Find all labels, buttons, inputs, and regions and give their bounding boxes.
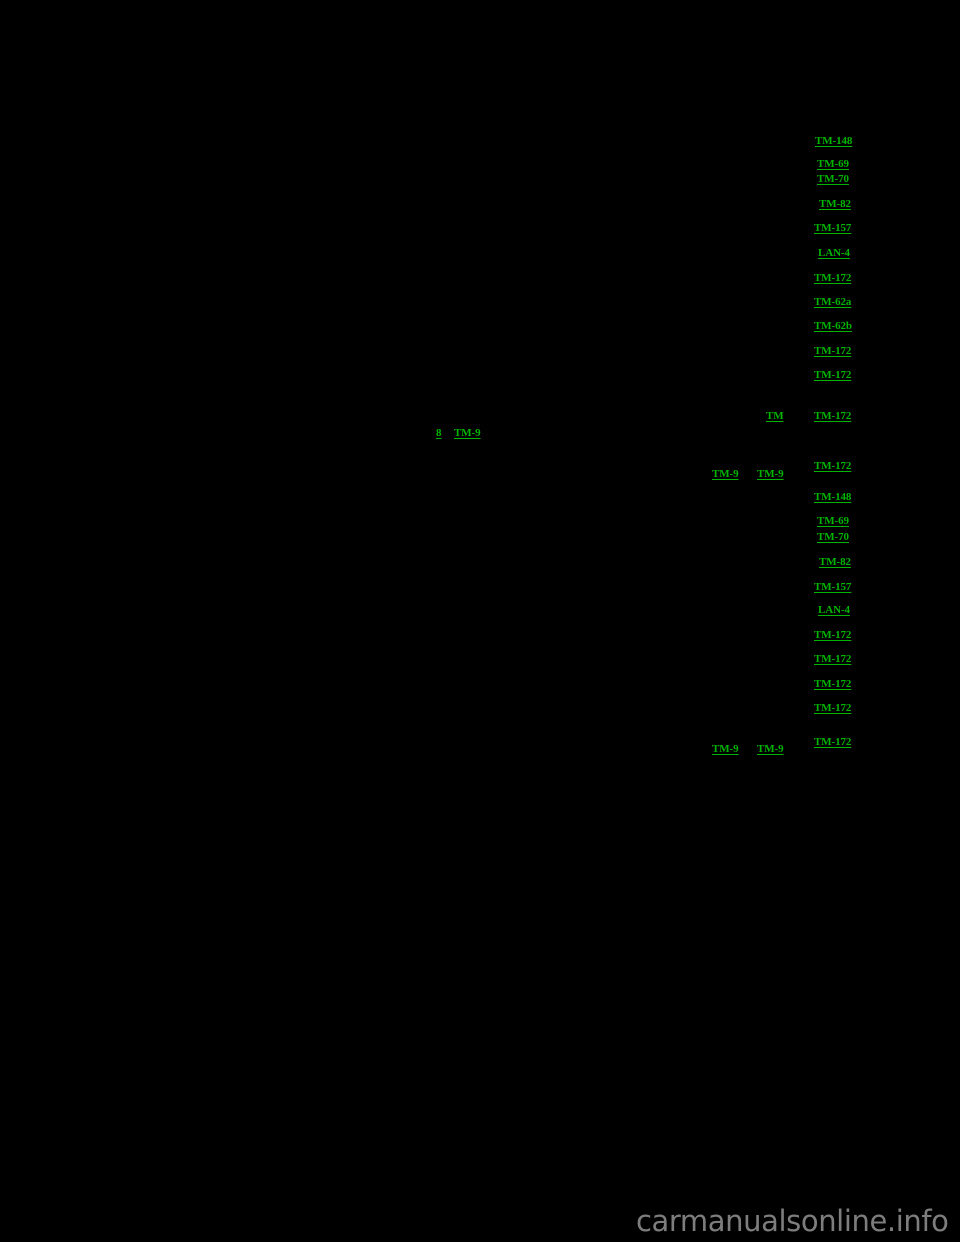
inline-reference-link-1[interactable]: TM-9 bbox=[454, 427, 481, 439]
inline-reference-link-0[interactable]: 8 bbox=[436, 427, 442, 439]
page-reference-link-21[interactable]: TM-172 bbox=[814, 678, 852, 690]
page-reference-link-8[interactable]: TM-62b bbox=[814, 320, 852, 332]
page-reference-link-6[interactable]: TM-172 bbox=[814, 272, 852, 284]
inline-reference-link-6[interactable]: TM-9 bbox=[757, 743, 784, 755]
page-reference-link-11[interactable]: TM-172 bbox=[814, 410, 852, 422]
page-reference-link-16[interactable]: TM-82 bbox=[819, 556, 851, 568]
page-reference-link-22[interactable]: TM-172 bbox=[814, 702, 852, 714]
page-reference-link-13[interactable]: TM-148 bbox=[814, 491, 852, 503]
page-reference-link-20[interactable]: TM-172 bbox=[814, 653, 852, 665]
page-reference-link-19[interactable]: TM-172 bbox=[814, 629, 852, 641]
page-reference-link-5[interactable]: LAN-4 bbox=[818, 247, 850, 259]
page-reference-link-2[interactable]: TM-70 bbox=[817, 173, 849, 185]
page-reference-link-12[interactable]: TM-172 bbox=[814, 460, 852, 472]
inline-reference-link-4[interactable]: TM-9 bbox=[757, 468, 784, 480]
page-reference-link-10[interactable]: TM-172 bbox=[814, 369, 852, 381]
site-watermark: carmanualsonline.info bbox=[636, 1204, 949, 1238]
inline-reference-link-5[interactable]: TM-9 bbox=[712, 743, 739, 755]
page-reference-link-9[interactable]: TM-172 bbox=[814, 345, 852, 357]
page-reference-link-1[interactable]: TM-69 bbox=[817, 158, 849, 170]
page-reference-link-18[interactable]: LAN-4 bbox=[818, 604, 850, 616]
page-reference-link-23[interactable]: TM-172 bbox=[814, 736, 852, 748]
inline-reference-link-2[interactable]: TM bbox=[766, 410, 784, 422]
page-reference-link-14[interactable]: TM-69 bbox=[817, 515, 849, 527]
page-reference-link-17[interactable]: TM-157 bbox=[814, 581, 852, 593]
page-reference-link-15[interactable]: TM-70 bbox=[817, 531, 849, 543]
page-reference-link-3[interactable]: TM-82 bbox=[819, 198, 851, 210]
page-reference-link-7[interactable]: TM-62a bbox=[814, 296, 852, 308]
page-reference-link-0[interactable]: TM-148 bbox=[815, 135, 853, 147]
page-reference-link-4[interactable]: TM-157 bbox=[814, 222, 852, 234]
inline-reference-link-3[interactable]: TM-9 bbox=[712, 468, 739, 480]
